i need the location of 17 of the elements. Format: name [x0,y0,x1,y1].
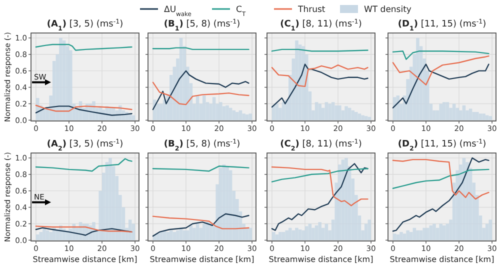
legend-label: Thrust [297,5,326,15]
x-axis-title: Streamwise distance [km] [32,255,138,264]
x-axis-title: Streamwise distance [km] [390,255,494,264]
chart-title: (C$_{2}$) [8, 11) (ms$^{-1}$) [280,138,362,152]
legend-label: C$_{T}$ [236,5,246,18]
chart-title: (B$_{1}$) [5, 8) (ms$^{-1}$) [164,18,240,32]
chart-title: (A$_{1}$) [3, 5) (ms$^{-1}$) [46,18,124,32]
chart-title: (A$_{2}$) [3, 5) (ms$^{-1}$) [46,138,124,152]
legend-label: ΔU$_{wake}$ [164,5,192,18]
chart-title: (C$_{1}$) [8, 11) (ms$^{-1}$) [280,18,362,32]
line-series [35,158,132,172]
chart-title: (B$_{2}$) [5, 8) (ms$^{-1}$) [164,138,240,152]
legend-label: WT density [364,5,412,15]
x-axis-title: Streamwise distance [km] [268,255,374,264]
x-axis-title: Streamwise distance [km] [150,255,254,264]
chart-title: (D$_{1}$) [11, 15) (ms$^{-1}$) [398,18,486,32]
chart-title: (D$_{2}$) [11, 15) (ms$^{-1}$) [398,138,486,152]
